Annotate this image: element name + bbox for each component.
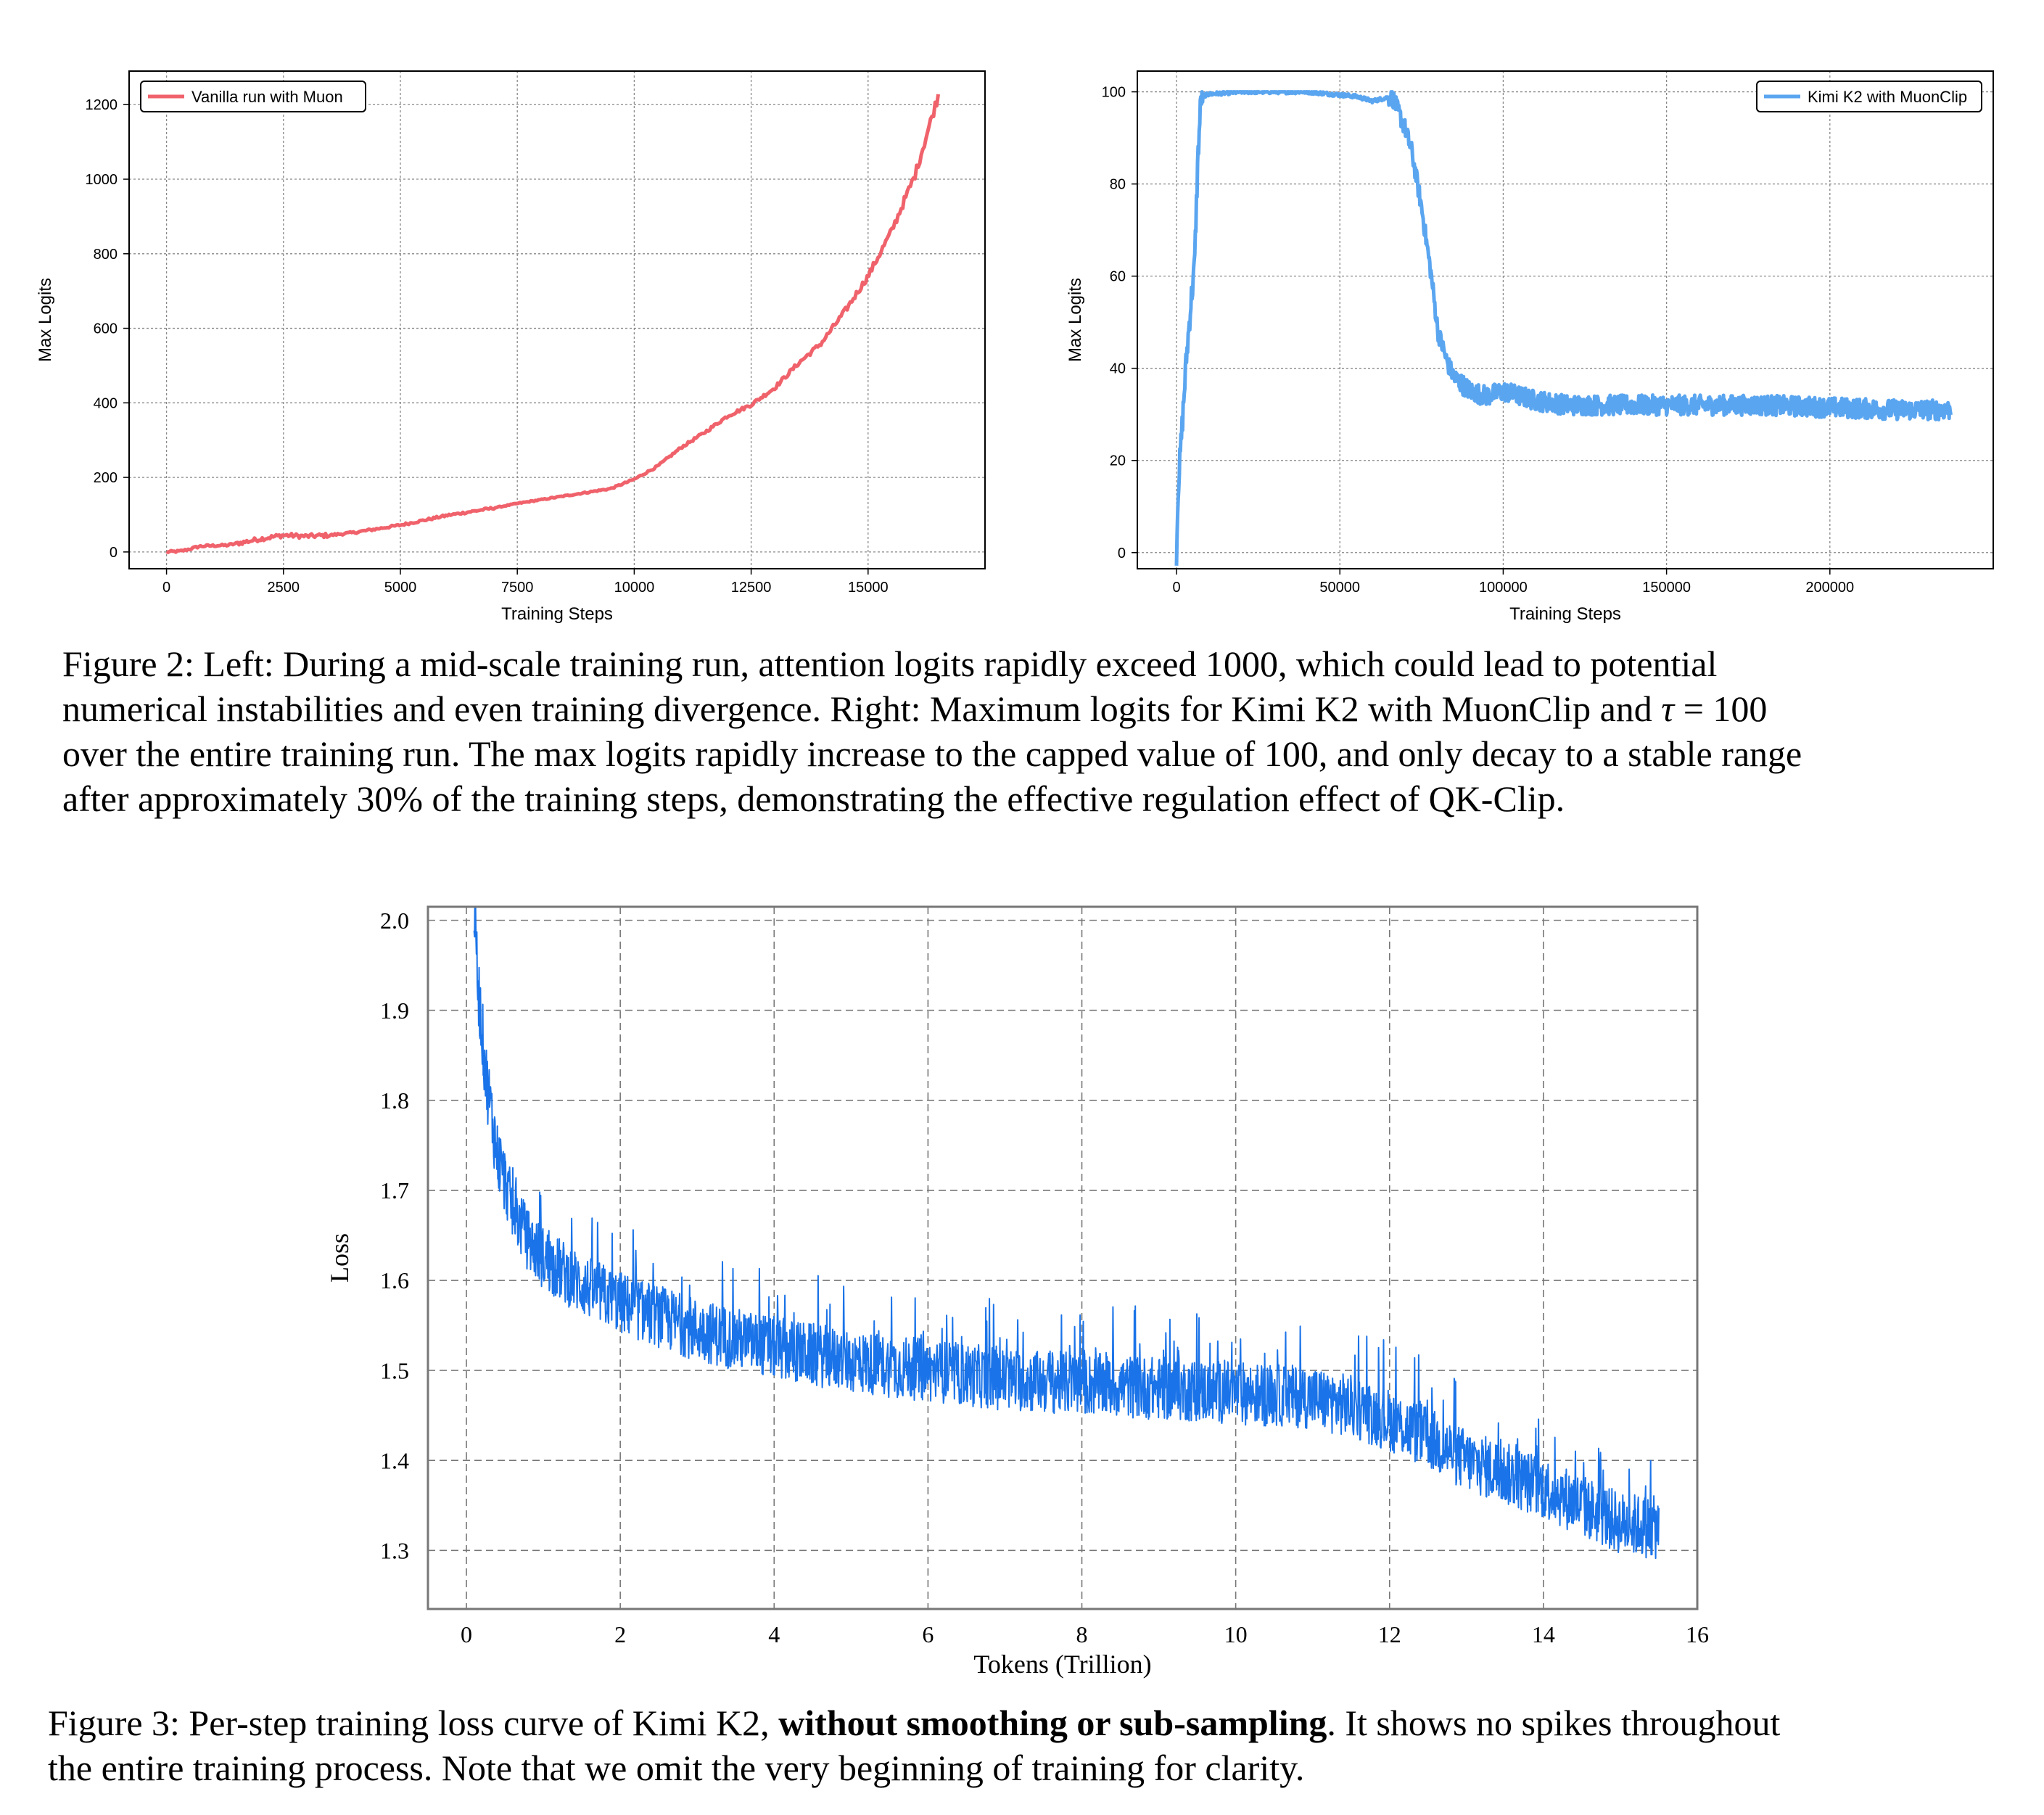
x-tick-label: 5000 xyxy=(384,580,417,596)
series-line xyxy=(473,907,1660,1560)
plot-frame xyxy=(128,70,986,569)
y-tick-label: 1000 xyxy=(86,172,118,188)
figure-3-caption: Figure 3: Per-step training loss curve o… xyxy=(48,1700,2006,1790)
caption-text: numerical instabilities and even trainin… xyxy=(62,688,1662,729)
x-tick-label: 100000 xyxy=(1479,580,1528,596)
caption-line: Figure 2: Left: During a mid-scale train… xyxy=(62,643,1718,684)
chart-max-logits-vanilla: 0 2500 5000 7500 10000 12500 15000 0 200 400 600 80… xyxy=(36,70,986,624)
x-tick-label: 0 xyxy=(1172,580,1180,596)
caption-line: numerical instabilities and even trainin… xyxy=(62,686,2021,731)
figure-2-caption: Figure 2: Left: During a mid-scale train… xyxy=(62,641,2021,821)
y-tick-label: 20 xyxy=(1110,453,1126,469)
y-tick-label: 1.3 xyxy=(380,1538,409,1564)
caption-line: over the entire training run. The max lo… xyxy=(62,733,1802,774)
caption-text: Figure 3: Per-step training loss curve o… xyxy=(48,1703,779,1743)
y-tick-label: 0 xyxy=(110,545,118,561)
plot-frame xyxy=(426,905,1699,1610)
y-tick-label: 100 xyxy=(1102,85,1126,101)
chart-max-logits-kimi-k2: 0 50000 100000 150000 200000 0 20 40 60 80 100 Trai… xyxy=(1066,70,1994,624)
x-tick-label: 15000 xyxy=(848,580,889,596)
x-tick-label: 2 xyxy=(614,1621,626,1647)
y-tick-label: 0 xyxy=(1118,546,1126,561)
plot-frame xyxy=(1137,70,1994,569)
caption-line: the entire training process. Note that w… xyxy=(48,1748,1305,1788)
legend: Vanilla run with Muon xyxy=(140,81,366,112)
x-tick-label: 0 xyxy=(162,580,170,596)
y-tick-label: 1200 xyxy=(86,97,118,113)
y-tick-label: 400 xyxy=(94,395,118,411)
y-tick-label: 2.0 xyxy=(380,908,409,934)
x-tick-label: 12 xyxy=(1378,1621,1401,1647)
y-tick-label: 1.5 xyxy=(380,1357,409,1383)
y-tick-label: 1.7 xyxy=(380,1177,409,1203)
y-tick-label: 1.8 xyxy=(380,1087,409,1114)
x-axis-label: Training Steps xyxy=(501,604,613,624)
y-tick-label: 60 xyxy=(1110,269,1126,285)
x-tick-label: 8 xyxy=(1076,1621,1088,1647)
y-tick-label: 80 xyxy=(1110,177,1126,193)
x-tick-label: 0 xyxy=(461,1621,472,1647)
caption-text: . It shows no spikes throughout xyxy=(1327,1703,1781,1743)
x-tick-label: 6 xyxy=(922,1621,934,1647)
legend-box xyxy=(140,81,366,112)
x-tick-label: 200000 xyxy=(1805,580,1854,596)
caption-line: after approximately 30% of the training … xyxy=(62,778,1565,819)
x-tick-label: 50000 xyxy=(1319,580,1360,596)
legend-box xyxy=(1756,81,1982,112)
y-axis-label: Loss xyxy=(325,1233,354,1283)
x-tick-label: 14 xyxy=(1532,1621,1555,1647)
series-line xyxy=(1174,90,1953,566)
y-tick-label: 1.4 xyxy=(380,1447,409,1473)
y-tick-label: 600 xyxy=(94,321,118,337)
y-axis-label: Max Logits xyxy=(36,278,55,362)
tau-symbol: τ xyxy=(1661,688,1675,729)
x-axis-label: Training Steps xyxy=(1509,604,1621,624)
x-tick-label: 10 xyxy=(1224,1621,1248,1647)
y-tick-label: 200 xyxy=(94,470,118,486)
x-tick-label: 4 xyxy=(768,1621,780,1647)
legend-label: Kimi K2 with MuonClip xyxy=(1808,88,1967,106)
x-tick-label: 7500 xyxy=(501,580,534,596)
x-axis-label: Tokens (Trillion) xyxy=(973,1650,1151,1679)
legend: Kimi K2 with MuonClip xyxy=(1756,81,1982,112)
y-tick-label: 800 xyxy=(94,247,118,263)
x-tick-label: 12500 xyxy=(731,580,772,596)
y-tick-label: 1.9 xyxy=(380,997,409,1024)
x-tick-label: 10000 xyxy=(614,580,655,596)
caption-line: Figure 3: Per-step training loss curve o… xyxy=(48,1700,2006,1745)
x-tick-label: 2500 xyxy=(268,580,300,596)
y-tick-label: 1.6 xyxy=(380,1267,409,1293)
y-tick-label: 40 xyxy=(1110,361,1126,377)
legend-label: Vanilla run with Muon xyxy=(191,88,343,106)
caption-bold-text: without smoothing or sub-sampling xyxy=(778,1703,1327,1743)
series-line xyxy=(165,94,940,554)
x-tick-label: 16 xyxy=(1686,1621,1709,1647)
y-axis-label: Max Logits xyxy=(1066,278,1085,362)
x-tick-label: 150000 xyxy=(1642,580,1691,596)
chart-training-loss: 0 2 4 6 8 10 12 14 16 1.3 1.4 1.5 1.6 1.7 1.8 1.9 2.0 Tok… xyxy=(325,905,1709,1679)
caption-text: = 100 xyxy=(1674,688,1768,729)
